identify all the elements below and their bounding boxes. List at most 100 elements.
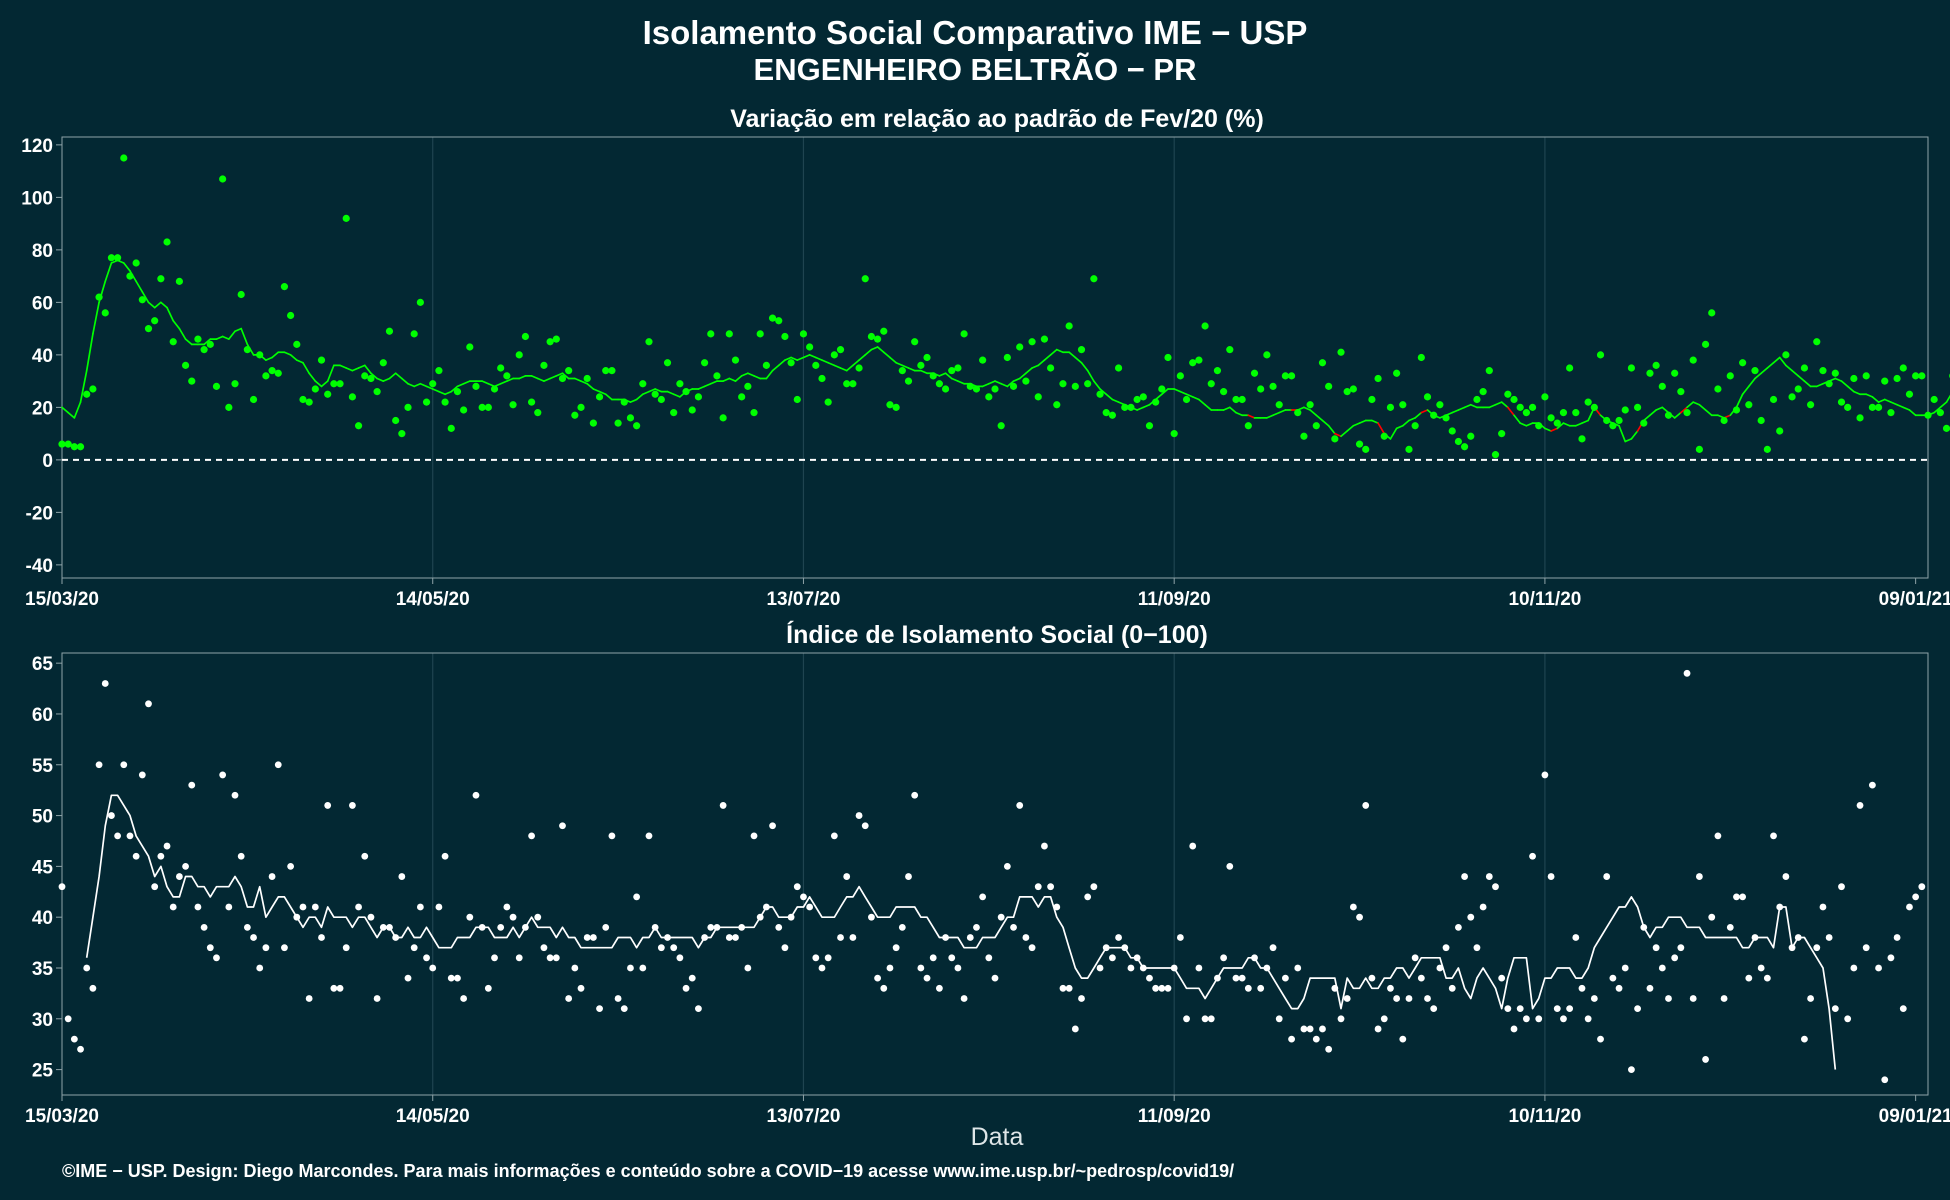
moving-average-segment: [1358, 419, 1367, 424]
moving-average-segment: [697, 385, 706, 390]
moving-average-segment: [1877, 398, 1886, 403]
variation-point: [429, 380, 437, 388]
variation-point: [503, 372, 511, 380]
y-tick-label: 35: [32, 959, 54, 980]
moving-average-segment: [1797, 375, 1806, 382]
moving-average-segment: [308, 372, 317, 382]
moving-average-segment: [1679, 406, 1688, 414]
variation-point: [904, 377, 913, 385]
moving-average-segment: [1401, 419, 1410, 427]
moving-average-segment: [221, 335, 230, 340]
index-point: [342, 944, 350, 952]
variation-point: [1621, 406, 1629, 414]
variation-point: [293, 340, 301, 348]
variation-point: [849, 380, 857, 388]
index-point: [657, 944, 665, 952]
variation-y-axis: -40 -20 0 20 40 60 80 100 120: [21, 136, 62, 577]
moving-average-segment: [1624, 438, 1633, 443]
moving-average-segment: [901, 364, 910, 369]
moving-average-segment: [1235, 411, 1244, 417]
moving-average-segment: [845, 364, 854, 372]
index-point: [1164, 984, 1172, 992]
variation-point: [1862, 372, 1870, 380]
moving-average-segment: [518, 375, 527, 380]
moving-average-segment: [172, 319, 181, 330]
index-point: [1387, 984, 1394, 992]
moving-average-segment: [314, 380, 323, 388]
index-point: [126, 832, 134, 840]
moving-average-segment: [370, 372, 378, 380]
variation-point: [1720, 416, 1728, 425]
moving-average-segment: [895, 361, 904, 367]
index-point: [688, 974, 696, 982]
index-point: [287, 862, 295, 870]
variation-point: [107, 254, 116, 262]
index-point: [1034, 883, 1042, 891]
index-point: [552, 954, 560, 962]
variation-point: [1195, 356, 1203, 364]
index-point: [744, 964, 752, 972]
index-point: [806, 903, 814, 911]
variation-point: [1874, 403, 1883, 411]
index-point: [1399, 1035, 1407, 1043]
variation-point: [1528, 403, 1537, 411]
index-point: [1850, 964, 1858, 972]
index-point: [1578, 984, 1586, 992]
variation-point: [948, 367, 956, 375]
variation-point: [731, 356, 740, 364]
variation-grid: [432, 137, 1546, 578]
index-point: [447, 974, 455, 982]
moving-average-segment: [709, 380, 718, 385]
moving-average-segment: [1278, 409, 1287, 414]
index-point: [1757, 964, 1765, 972]
index-point: [1220, 954, 1228, 962]
moving-average-segment: [1760, 367, 1769, 375]
moving-average-segment: [604, 393, 613, 401]
variation-point: [1226, 346, 1234, 354]
moving-average-segment: [796, 356, 805, 361]
index-point: [1912, 893, 1920, 901]
variation-point: [101, 309, 109, 317]
moving-average-segment: [1834, 377, 1843, 382]
index-point: [905, 873, 912, 880]
index-point: [1436, 964, 1444, 972]
moving-average-segment: [376, 377, 385, 382]
moving-average-segment: [907, 367, 916, 372]
index-point: [1183, 1015, 1190, 1023]
variation-point: [151, 317, 159, 325]
moving-average-segment: [351, 367, 360, 372]
moving-average-segment: [1785, 364, 1793, 372]
variation-point: [1788, 393, 1796, 401]
moving-average-segment: [400, 377, 409, 385]
moving-average-segment: [1068, 351, 1077, 359]
index-point: [738, 923, 746, 931]
variation-point: [1807, 401, 1815, 409]
index-point: [1349, 903, 1357, 911]
index-point: [1374, 1025, 1382, 1033]
moving-average-segment: [135, 280, 144, 293]
index-point: [775, 923, 783, 931]
variation-point: [58, 440, 66, 448]
variation-point: [1133, 395, 1141, 404]
moving-average-segment: [1939, 401, 1948, 409]
moving-average-segment: [1791, 369, 1800, 377]
index-point: [1553, 1005, 1561, 1013]
variation-point: [738, 393, 746, 401]
index-point: [1702, 1056, 1709, 1063]
moving-average-segment: [1642, 414, 1651, 422]
variation-point: [1232, 395, 1240, 404]
index-point: [1720, 995, 1728, 1002]
moving-average-segment: [1333, 432, 1342, 438]
variation-point: [1460, 443, 1469, 451]
index-point: [1059, 984, 1067, 992]
variation-point: [367, 374, 375, 383]
moving-average-segment: [1395, 424, 1404, 430]
variation-point: [1603, 416, 1611, 425]
index-point: [1831, 1005, 1839, 1013]
variation-point: [1170, 430, 1178, 438]
y-tick-label: 50: [32, 807, 53, 828]
variation-point: [83, 390, 91, 398]
index-point: [787, 913, 795, 921]
moving-average-segment: [746, 372, 755, 377]
variation-point: [1368, 395, 1376, 404]
